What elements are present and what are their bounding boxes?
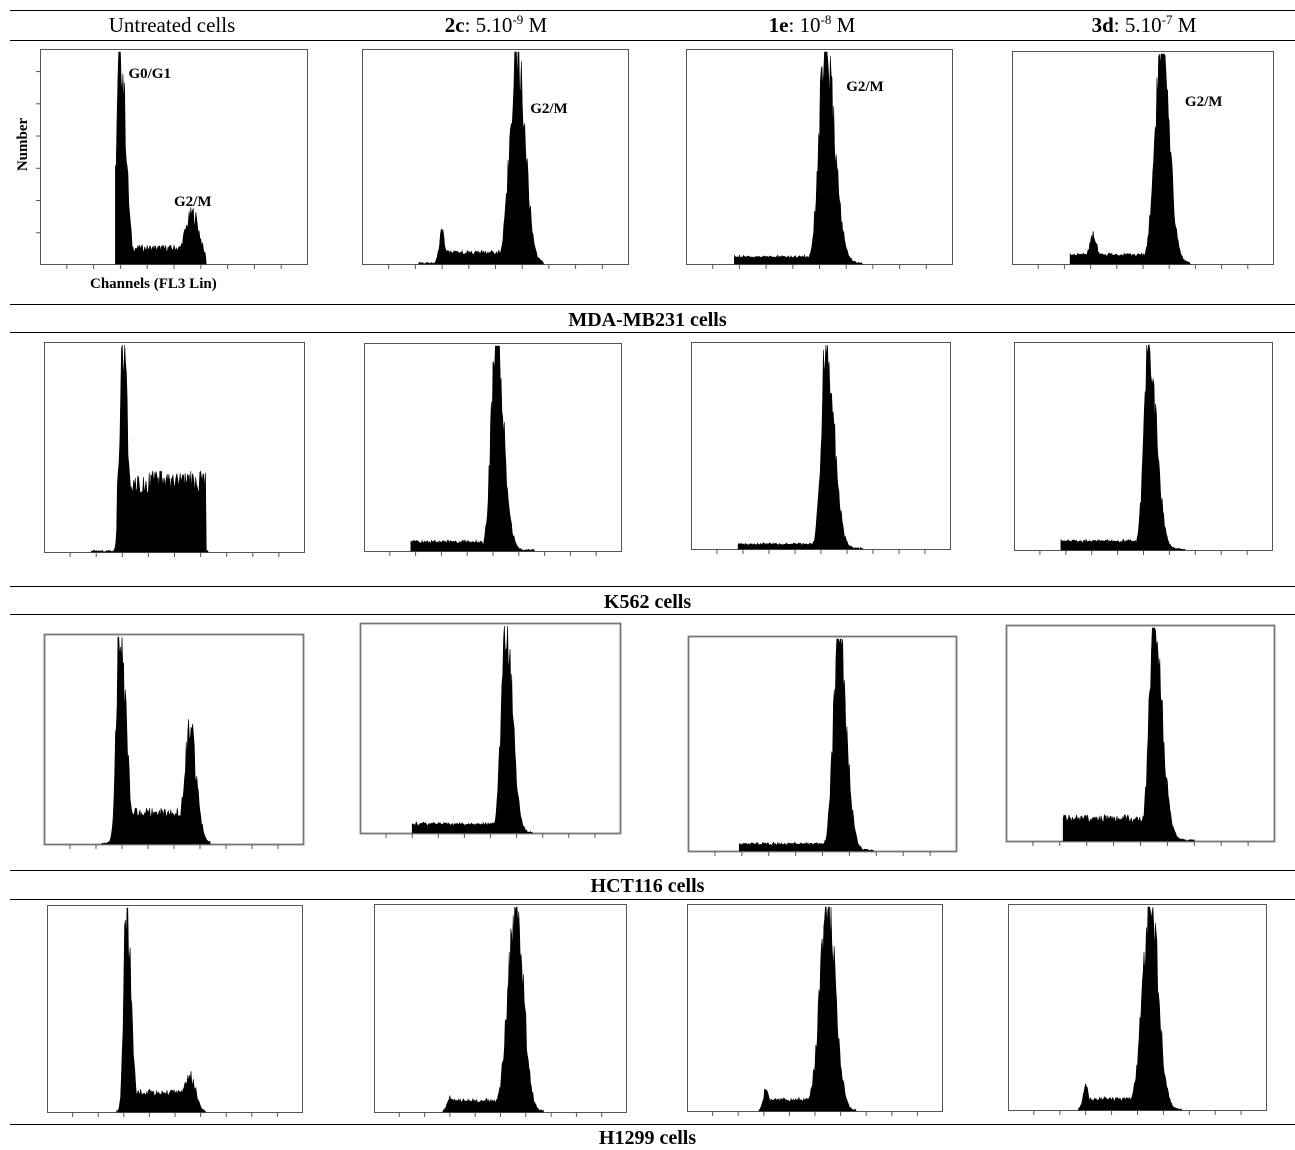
plot-frame xyxy=(374,904,627,1113)
column-header-untreated: Untreated cells xyxy=(52,12,292,38)
concentration-unit: M xyxy=(831,13,856,37)
histogram-svg xyxy=(359,622,622,838)
histogram-fill xyxy=(1062,627,1195,842)
plot-frame xyxy=(43,633,305,846)
histogram-fill xyxy=(411,625,533,834)
histogram-svg xyxy=(1005,624,1276,846)
histogram-svg xyxy=(43,633,305,849)
y-axis-label: Number xyxy=(15,117,32,172)
table-top-rule xyxy=(10,10,1295,11)
column-header-2c: 2c: 5.10-9 M xyxy=(376,12,616,38)
section-rule-2b xyxy=(10,614,1295,615)
histogram-panel xyxy=(687,635,958,856)
histogram-fill xyxy=(737,344,863,550)
histogram-svg xyxy=(44,342,305,557)
section-label-mda-mb231: MDA-MB231 cells xyxy=(568,309,727,331)
section-label-hct116: HCT116 cells xyxy=(590,875,705,897)
section-rule-3b xyxy=(10,899,1295,900)
section-label-h1299: H1299 cells xyxy=(598,1127,697,1149)
column-header-text: Untreated cells xyxy=(108,13,236,37)
concentration-base: : 5.10 xyxy=(1113,13,1162,37)
histogram-svg xyxy=(691,342,951,554)
histogram-svg xyxy=(1008,904,1267,1115)
compound-name: 3d xyxy=(1091,13,1114,37)
concentration-unit: M xyxy=(1172,13,1197,37)
histogram-svg xyxy=(36,49,308,269)
histogram-panel: G0/G1 G2/M xyxy=(36,49,308,269)
plot-frame xyxy=(1012,51,1274,265)
histogram-panel xyxy=(44,342,305,557)
plot-frame xyxy=(362,49,629,265)
histogram-panel xyxy=(1008,904,1267,1115)
histogram-svg xyxy=(1014,342,1273,555)
histogram-fill xyxy=(1060,344,1186,551)
section-rule-1a xyxy=(10,304,1295,305)
histogram-panel xyxy=(359,622,622,838)
plot-frame xyxy=(47,905,303,1113)
histogram-panel: G2/M xyxy=(686,49,953,269)
histogram-panel: G2/M xyxy=(1012,51,1274,269)
histogram-panel xyxy=(43,633,305,849)
phase-annotation: G2/M xyxy=(174,193,212,210)
histogram-fill xyxy=(442,906,544,1113)
concentration-exponent: -9 xyxy=(512,12,524,27)
plot-frame xyxy=(40,49,308,265)
concentration-base: : 5.10 xyxy=(464,13,513,37)
section-rule-2a xyxy=(10,586,1295,587)
histogram-svg xyxy=(686,49,953,269)
section-rule-1b xyxy=(10,332,1295,333)
histogram-fill xyxy=(1078,906,1182,1111)
histogram-svg xyxy=(374,904,627,1117)
histogram-panel xyxy=(374,904,627,1117)
histogram-panel xyxy=(691,342,951,554)
histogram-fill xyxy=(758,906,857,1112)
header-rule xyxy=(10,40,1295,41)
concentration-exponent: -7 xyxy=(1161,12,1173,27)
plot-frame xyxy=(359,622,622,835)
histogram-fill xyxy=(101,636,211,845)
compound-name: 2c xyxy=(444,13,465,37)
histogram-fill xyxy=(1069,53,1191,265)
histogram-svg xyxy=(1012,51,1274,269)
histogram-svg xyxy=(364,343,622,556)
section-rule-3a xyxy=(10,870,1295,871)
section-rule-4a xyxy=(10,1124,1295,1125)
histogram-fill xyxy=(418,51,544,265)
phase-annotation: G0/G1 xyxy=(128,66,171,83)
histogram-fill xyxy=(739,638,875,852)
plot-frame xyxy=(1005,624,1276,843)
histogram-fill xyxy=(734,51,863,265)
histogram-panel xyxy=(1005,624,1276,846)
phase-annotation: G2/M xyxy=(530,100,568,117)
x-axis-label: Channels (FL3 Lin) xyxy=(90,276,217,292)
histogram-svg xyxy=(687,635,958,856)
phase-annotation: G2/M xyxy=(1184,93,1223,110)
histogram-fill xyxy=(91,344,210,553)
histogram-panel xyxy=(364,343,622,556)
column-header-3d: 3d: 5.10-7 M xyxy=(1024,12,1264,38)
phase-annotation: G2/M xyxy=(846,79,884,96)
histogram-panel xyxy=(47,905,303,1117)
concentration-unit: M xyxy=(523,13,548,37)
histogram-panel: G2/M xyxy=(362,49,629,269)
concentration-base: : 10 xyxy=(788,13,821,37)
column-header-1e: 1e: 10-8 M xyxy=(692,12,932,38)
histogram-svg xyxy=(47,905,303,1117)
histogram-panel xyxy=(1014,342,1273,555)
histogram-svg xyxy=(687,904,943,1116)
plot-frame xyxy=(687,635,958,853)
concentration-exponent: -8 xyxy=(820,12,832,27)
histogram-fill xyxy=(410,345,535,552)
histogram-svg xyxy=(362,49,629,269)
compound-name: 1e xyxy=(768,13,789,37)
histogram-fill xyxy=(115,51,207,265)
histogram-panel xyxy=(687,904,943,1116)
histogram-fill xyxy=(116,907,207,1113)
section-label-k562: K562 cells xyxy=(603,591,692,613)
